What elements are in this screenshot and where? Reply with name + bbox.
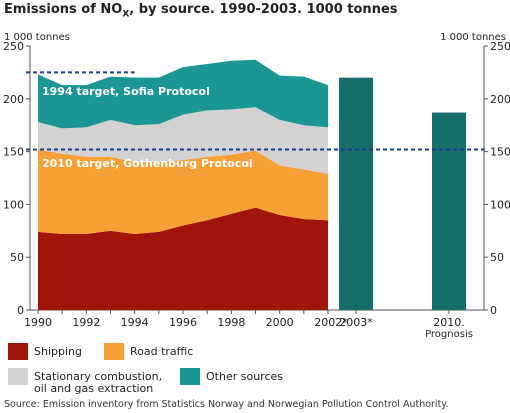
title-prefix: Emissions of NO	[4, 2, 123, 17]
x-tick-label: 1996	[169, 316, 197, 329]
target-label-1994: 1994 target, Sofia Protocol	[42, 85, 210, 98]
bar-2010-prognosis	[432, 112, 466, 310]
y-tick-label-right: 150	[490, 146, 510, 159]
x-tick-label: 1998	[217, 316, 245, 329]
x-tick-label: 1994	[121, 316, 149, 329]
area-stationary	[38, 107, 328, 174]
x-tick-label: 2002*	[314, 316, 348, 329]
title-suffix: , by source. 1990-2003. 1000 tonnes	[129, 2, 398, 17]
y-tick-label-right: 50	[490, 251, 504, 264]
legend-label-other_sources: Other sources	[206, 370, 283, 383]
y-tick-label-right: 100	[490, 198, 510, 211]
title-subscript: X	[122, 9, 130, 20]
y-tick-label-left: 50	[10, 251, 24, 264]
area-other_sources	[38, 59, 328, 129]
source-note: Source: Emission inventory from Statisti…	[4, 399, 449, 410]
bar-label: Prognosis	[425, 329, 473, 340]
bar-label: 2010.	[433, 316, 465, 329]
legend-swatch-shipping	[8, 343, 28, 360]
y-tick-label-left: 150	[3, 146, 24, 159]
y-tick-label-left: 250	[3, 40, 24, 53]
legend-label-shipping: Shipping	[34, 345, 82, 358]
x-tick-label: 1990	[24, 316, 52, 329]
area-shipping	[38, 207, 328, 310]
legend-swatch-stationary	[8, 368, 28, 385]
y-tick-label-right: 200	[490, 93, 510, 106]
bar-2003	[339, 77, 373, 311]
area-road_traffic	[38, 149, 328, 234]
bar-label: 2003*	[339, 316, 373, 329]
legend-swatch-road_traffic	[104, 343, 124, 360]
y-tick-label-right: 0	[490, 304, 497, 317]
x-tick-label: 1992	[72, 316, 100, 329]
x-tick-label: 2000	[266, 316, 294, 329]
y-tick-label-left: 200	[3, 93, 24, 106]
legend-label-stationary: Stationary combustion, oil and gas extrac…	[34, 370, 162, 395]
legend-swatch-other_sources	[180, 368, 200, 385]
target-label-2010: 2010 target, Gothenburg Protocol	[42, 157, 253, 170]
chart-title: Emissions of NOX, by source. 1990-2003. …	[4, 2, 398, 20]
y-tick-label-left: 0	[17, 304, 24, 317]
y-axis-unit-right: 1 000 tonnes	[440, 32, 506, 43]
y-axis-unit-left: 1 000 tonnes	[4, 32, 70, 43]
legend-label-road_traffic: Road traffic	[130, 345, 193, 358]
y-tick-label-right: 250	[490, 40, 510, 53]
y-tick-label-left: 100	[3, 198, 24, 211]
